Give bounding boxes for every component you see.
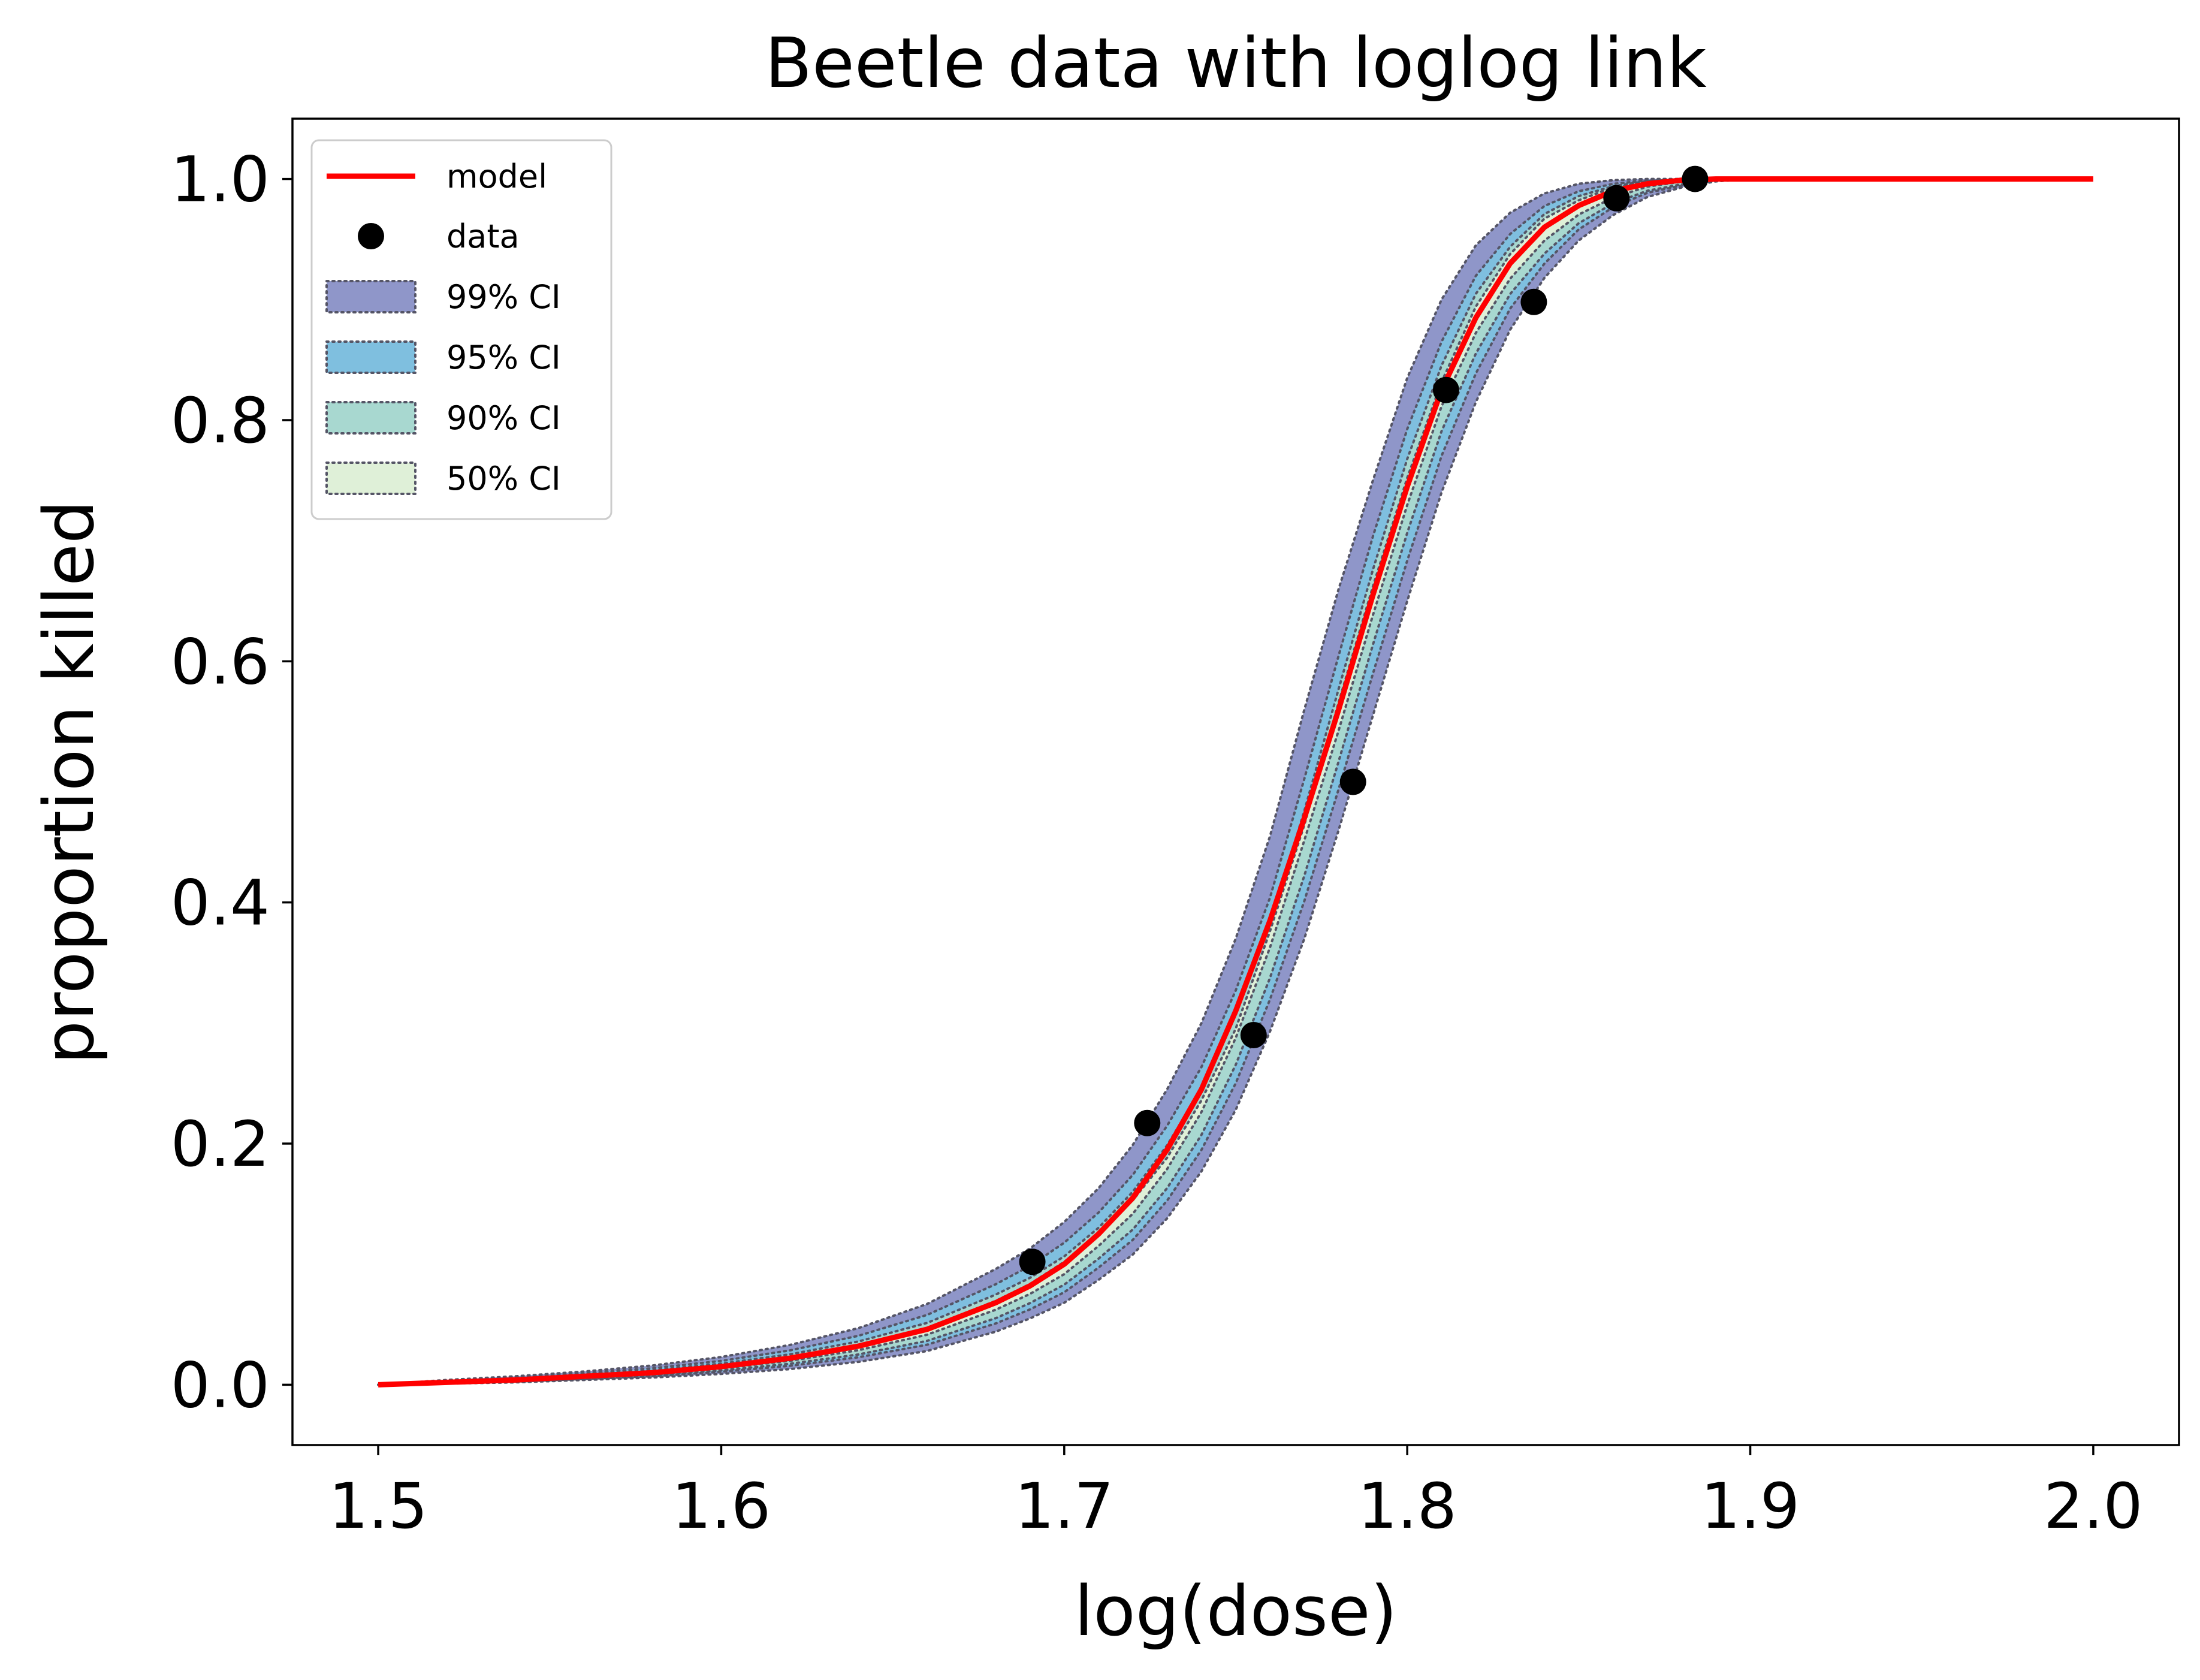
x-tick-label: 1.9 [1701,1470,1800,1543]
data-point [1339,768,1366,795]
legend-band-label: 50% CI [446,460,561,497]
model-layer [378,176,2093,1388]
x-tick-label: 2.0 [2044,1470,2142,1543]
data-points-layer [1019,165,1709,1275]
data-point [1019,1248,1046,1275]
data-point [1134,1109,1161,1136]
y-tick-label: 1.0 [171,143,270,216]
legend-data-label: data [446,218,520,255]
legend: model data 99% CI 95% CI 90% CI 50% CI [310,139,612,520]
chart-title: Beetle data with loglog link [765,23,1707,104]
legend-band-swatch [325,340,417,374]
x-tick-label: 1.7 [1015,1470,1113,1543]
legend-band-swatch [325,462,417,495]
legend-band-label: 90% CI [446,399,561,437]
data-point [1240,1022,1267,1048]
y-tick-label: 0.6 [171,625,270,698]
data-point [1520,288,1547,315]
plot-frame [291,117,2180,1446]
x-tick-label: 1.8 [1357,1470,1456,1543]
x-tick-label: 1.5 [328,1470,427,1543]
y-axis-ticks: 0.0 0.2 0.4 0.6 0.8 1.0 [171,143,292,1422]
model-line [378,176,2093,1388]
y-tick-label: 0.2 [171,1108,270,1181]
x-tick-label: 1.6 [672,1470,771,1543]
legend-band-swatch [325,401,417,435]
legend-band-label: 95% CI [446,339,561,376]
legend-model-label: model [446,158,547,195]
y-axis-label: proportion killed [29,500,110,1064]
y-tick-label: 0.8 [171,384,270,457]
legend-band-label: 99% CI [446,278,561,316]
x-axis-ticks: 1.5 1.6 1.7 1.8 1.9 2.0 [328,1445,2143,1543]
y-tick-label: 0.0 [171,1349,270,1422]
data-point [1682,165,1709,192]
data-point [1603,185,1630,212]
legend-band-swatch [325,280,417,313]
data-point [1432,376,1459,403]
legend-data-swatch [358,223,384,249]
x-axis-label: log(dose) [1074,1572,1397,1652]
y-tick-label: 0.4 [171,867,270,940]
